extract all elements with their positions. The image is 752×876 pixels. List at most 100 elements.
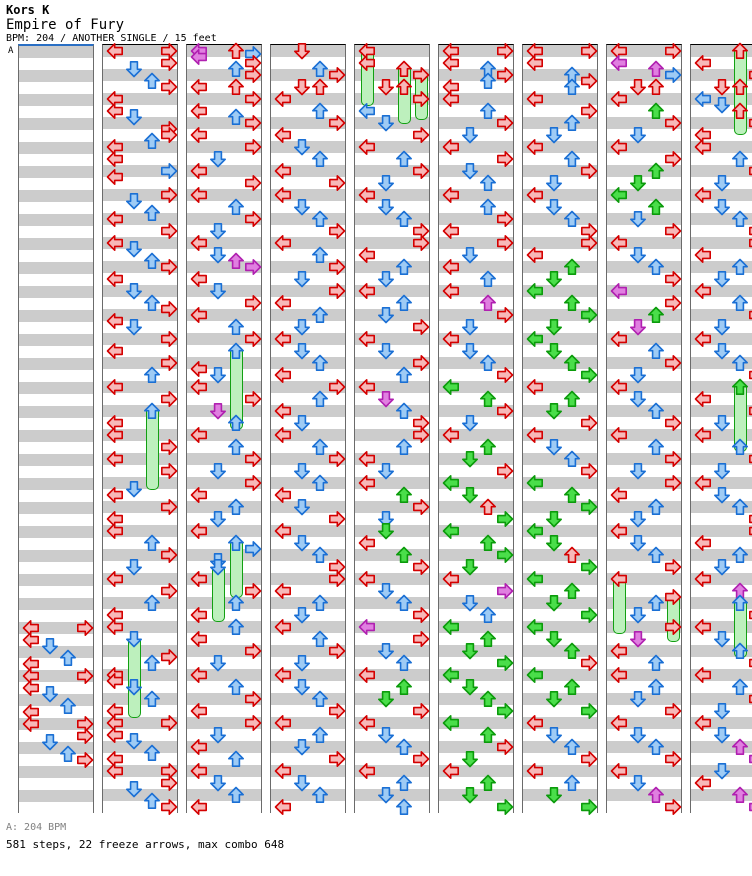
beat-row xyxy=(355,261,429,273)
measure xyxy=(19,478,93,526)
beat-row xyxy=(19,706,93,718)
beat-row xyxy=(271,141,345,153)
beat-row xyxy=(607,201,681,213)
beat-row xyxy=(355,477,429,489)
measure xyxy=(607,381,681,429)
beat-row xyxy=(19,322,93,334)
beat-row xyxy=(439,465,513,477)
beat-row xyxy=(187,525,261,537)
beat-row xyxy=(439,105,513,117)
beat-row xyxy=(187,621,261,633)
beat-row xyxy=(19,622,93,634)
measure xyxy=(271,285,345,333)
beat-row xyxy=(19,262,93,274)
beat-row xyxy=(271,501,345,513)
beat-row xyxy=(607,369,681,381)
beat-row xyxy=(607,273,681,285)
beat-row xyxy=(271,333,345,345)
beat-row xyxy=(355,225,429,237)
beat-row xyxy=(187,717,261,729)
beat-row xyxy=(355,321,429,333)
beat-row xyxy=(271,429,345,441)
beat-row xyxy=(103,93,177,105)
beat-row xyxy=(19,82,93,94)
measure xyxy=(523,669,597,717)
beat-row xyxy=(523,249,597,261)
beat-row xyxy=(271,45,345,57)
beat-row xyxy=(271,369,345,381)
beat-row xyxy=(19,526,93,538)
beat-row xyxy=(19,730,93,742)
beat-row xyxy=(103,777,177,789)
beat-row xyxy=(691,309,752,321)
beat-row xyxy=(691,621,752,633)
beat-row xyxy=(607,489,681,501)
beat-row xyxy=(19,694,93,706)
beat-row xyxy=(691,141,752,153)
beat-row xyxy=(19,358,93,370)
beat-row xyxy=(607,633,681,645)
beat-row xyxy=(355,513,429,525)
beat-row xyxy=(523,345,597,357)
beat-row xyxy=(355,345,429,357)
beat-row xyxy=(19,46,93,58)
beat-row xyxy=(523,393,597,405)
beat-row xyxy=(187,45,261,57)
beat-row xyxy=(103,261,177,273)
measure xyxy=(187,525,261,573)
beat-row xyxy=(19,142,93,154)
measure xyxy=(523,45,597,93)
beat-row xyxy=(523,141,597,153)
beat-row xyxy=(523,657,597,669)
beat-row xyxy=(19,502,93,514)
beat-row xyxy=(355,741,429,753)
beat-row xyxy=(103,333,177,345)
beat-row xyxy=(187,465,261,477)
beat-row xyxy=(271,393,345,405)
beat-row xyxy=(439,261,513,273)
beat-row xyxy=(355,789,429,801)
beat-row xyxy=(271,249,345,261)
measure xyxy=(691,525,752,573)
beat-row xyxy=(355,585,429,597)
beat-row xyxy=(439,621,513,633)
beat-row xyxy=(439,657,513,669)
measure xyxy=(607,621,681,669)
beat-row xyxy=(187,153,261,165)
beat-row xyxy=(19,418,93,430)
beat-row xyxy=(355,657,429,669)
beat-row xyxy=(523,453,597,465)
beat-row xyxy=(355,417,429,429)
measure xyxy=(355,621,429,669)
measure xyxy=(19,574,93,622)
measure xyxy=(607,717,681,765)
measure xyxy=(271,477,345,525)
beat-row xyxy=(607,609,681,621)
beat-row xyxy=(439,165,513,177)
measure xyxy=(355,525,429,573)
beat-row xyxy=(355,729,429,741)
measure xyxy=(19,430,93,478)
beat-row xyxy=(607,309,681,321)
measure xyxy=(607,93,681,141)
measure xyxy=(103,477,177,525)
measure xyxy=(271,525,345,573)
beat-row xyxy=(103,513,177,525)
beat-row xyxy=(271,201,345,213)
beat-row xyxy=(19,538,93,550)
beat-row xyxy=(439,789,513,801)
beat-row xyxy=(691,669,752,681)
measure xyxy=(523,765,597,813)
beat-row xyxy=(691,381,752,393)
beat-row xyxy=(355,453,429,465)
beat-row xyxy=(439,237,513,249)
measure xyxy=(523,573,597,621)
beat-row xyxy=(523,681,597,693)
beat-row xyxy=(103,537,177,549)
beat-row xyxy=(607,165,681,177)
beat-row xyxy=(271,213,345,225)
song-title: Empire of Fury xyxy=(6,17,125,33)
beat-row xyxy=(607,297,681,309)
measure xyxy=(103,669,177,717)
beat-row xyxy=(103,369,177,381)
